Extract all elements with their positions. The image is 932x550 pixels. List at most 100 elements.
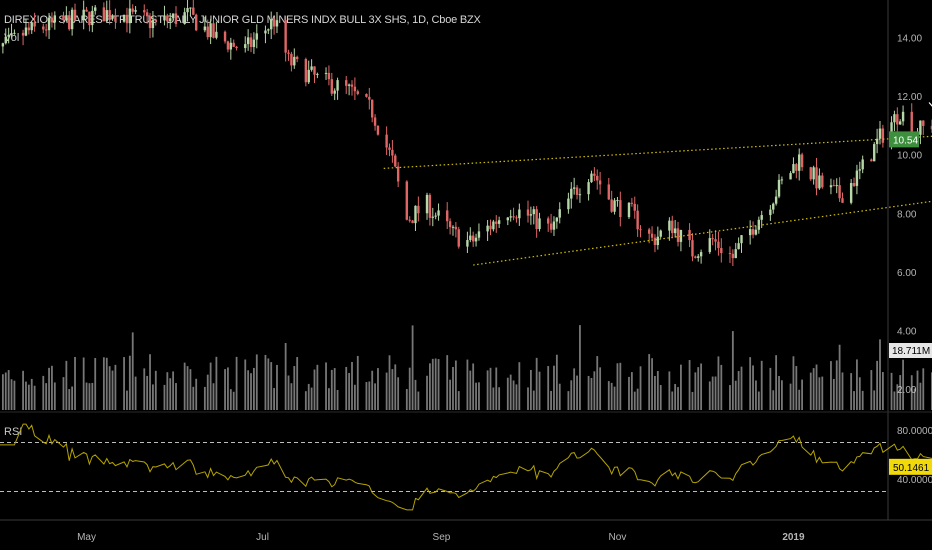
volume-bar xyxy=(51,365,53,410)
volume-bar xyxy=(128,355,131,410)
volume-bar xyxy=(131,332,134,410)
volume-bar xyxy=(163,384,166,410)
volume-bar xyxy=(558,383,561,410)
volume-bar xyxy=(209,362,212,410)
candle-body xyxy=(714,239,717,242)
volume-bar xyxy=(870,370,873,410)
volume-bar xyxy=(550,390,552,410)
volume-bar xyxy=(795,366,798,410)
volume-bar xyxy=(486,370,489,410)
volume-bar xyxy=(371,370,374,410)
candle-body xyxy=(671,220,674,234)
volume-bar xyxy=(896,384,899,410)
time-axis[interactable]: MayJulSepNov2019MarMayJulSepNov xyxy=(77,532,932,543)
candle-body xyxy=(616,200,619,202)
candle-body xyxy=(910,111,913,138)
candle-body xyxy=(647,229,651,234)
candle-body xyxy=(575,187,579,195)
volume-bar xyxy=(567,391,570,410)
candlesticks xyxy=(1,0,932,267)
candle-body xyxy=(691,240,694,257)
candle-body xyxy=(428,194,432,218)
volume-bar xyxy=(353,384,356,410)
volume-bar xyxy=(691,391,694,410)
candle-body xyxy=(492,221,495,230)
candle-body xyxy=(102,7,106,22)
candle-body xyxy=(408,219,411,221)
candle-body xyxy=(186,8,189,13)
candle-body xyxy=(546,218,550,224)
volume-bar xyxy=(633,391,636,410)
time-axis-label: Sep xyxy=(433,532,451,543)
candle-body xyxy=(128,8,132,24)
volume-bar xyxy=(206,374,209,410)
volume-bar xyxy=(922,368,925,410)
candle-body xyxy=(855,170,859,186)
volume-bar xyxy=(717,356,720,410)
candle-body xyxy=(777,179,781,197)
candle-body xyxy=(668,220,671,231)
candle-body xyxy=(411,220,414,224)
candle-body xyxy=(688,229,691,241)
volume-bar xyxy=(830,361,832,410)
candle-body xyxy=(215,31,218,38)
volume-bar xyxy=(838,344,841,410)
volume-bar xyxy=(449,379,451,410)
volume-bar xyxy=(53,382,56,410)
candle-body xyxy=(272,19,276,27)
candle-body xyxy=(469,235,472,241)
volume-bar xyxy=(734,380,737,410)
volume-bar xyxy=(255,354,258,410)
candle-body xyxy=(330,79,334,94)
candle-body xyxy=(206,26,209,38)
volume-bar xyxy=(861,390,864,410)
candle-body xyxy=(88,11,91,26)
volume-bar xyxy=(697,367,700,410)
candle-body xyxy=(627,202,631,218)
volume-bar xyxy=(25,381,27,410)
candle-body xyxy=(495,221,498,224)
volume-bar xyxy=(798,389,801,410)
volume-bars xyxy=(1,325,932,410)
candle-body xyxy=(229,42,233,50)
candle-body xyxy=(249,37,253,48)
candle-body xyxy=(789,173,792,180)
candle-body xyxy=(858,169,862,171)
volume-bar xyxy=(590,377,593,410)
volume-bar xyxy=(616,363,619,410)
candle-body xyxy=(679,229,683,242)
candle-body xyxy=(166,15,169,22)
volume-bar xyxy=(417,391,420,410)
volume-bar xyxy=(466,359,469,410)
volume-bar xyxy=(189,369,192,410)
volume-bar xyxy=(818,377,821,410)
candle-body xyxy=(434,215,437,217)
candle-body xyxy=(134,10,137,12)
candle-body xyxy=(373,117,377,126)
candle-body xyxy=(901,111,905,122)
price-tick-label: 6.00 xyxy=(897,268,917,279)
volume-bar xyxy=(293,366,296,410)
candle-body xyxy=(598,180,602,185)
price-tick-label: 10.00 xyxy=(897,151,922,162)
volume-bar xyxy=(475,382,477,410)
candle-body xyxy=(849,183,853,203)
volume-bar xyxy=(429,363,431,410)
candle-body xyxy=(24,27,28,36)
candle-body xyxy=(821,175,824,188)
volume-bar xyxy=(169,378,172,410)
candle-body xyxy=(376,125,380,135)
volume-bar xyxy=(91,382,94,410)
candle-body xyxy=(105,10,108,22)
candle-body xyxy=(512,216,515,218)
volume-bar xyxy=(579,325,581,410)
candle-body xyxy=(310,66,313,70)
volume-bar xyxy=(123,357,125,410)
volume-bar xyxy=(212,383,215,410)
candle-body xyxy=(760,215,763,220)
price-tick-label: 2.00 xyxy=(897,385,917,396)
volume-bar xyxy=(757,391,760,410)
candle-body xyxy=(148,16,152,29)
candle-body xyxy=(734,249,737,259)
